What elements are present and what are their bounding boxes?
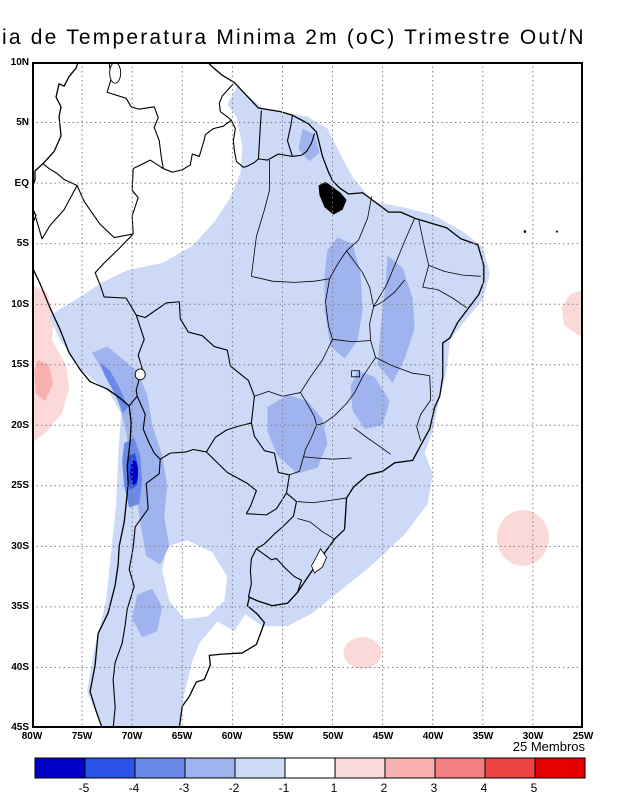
colorbar-tick-label: -5 [78,781,90,795]
coastline [32,62,484,728]
colorbar-tick-label: -2 [228,781,240,795]
colorbar-segment [434,757,486,779]
lat-tick-label: 15S [11,359,29,370]
lat-tick-label: 35S [11,601,29,612]
lat-tick-label: 10N [10,57,29,68]
colorbar-tick-label: -1 [278,781,290,795]
plot-frame [32,62,583,728]
shade-south-pink [343,637,382,669]
figure-title: ia de Temperatura Minima 2m (oC) Trimest… [2,26,586,49]
lake-maracaibo [110,63,121,84]
colorbar-segment [384,757,436,779]
lat-tick-label: 5S [16,238,29,249]
map-svg [32,62,583,728]
shade-atlantic-pink [496,510,549,566]
colorbar-segment [534,757,586,779]
colorbar-tick-label: 2 [380,781,388,795]
colorbar-segment [484,757,536,779]
colorbar-tick-label: -3 [178,781,190,795]
shade-medium-tocantins [324,237,363,359]
colorbar-tick-label: 3 [430,781,438,795]
island-dot-west [523,230,527,233]
geo-layer [32,62,583,728]
lon-tick-label: 70W [121,731,143,742]
lat-tick-label: 20S [11,420,29,431]
shade-medium-mendoza [132,588,163,638]
colorbar-segment [34,757,86,779]
state-borders [251,160,480,539]
colorbar-segment [334,757,386,779]
gridlines [32,62,583,728]
lon-tick-label: 40W [422,731,444,742]
lat-tick-label: 40S [11,662,29,673]
lagoa-dos-patos [312,549,327,573]
lon-tick-label: 35W [472,731,494,742]
island-dot-east [555,230,558,233]
shade-darkest-chile-spot [130,460,138,485]
lon-tick-label: 80W [21,731,43,742]
shade-medium-bahia [377,255,415,383]
lon-tick-label: 25W [572,731,594,742]
colorbar-segment [284,757,336,779]
lon-tick-label: 75W [71,731,93,742]
lon-tick-label: 45W [372,731,394,742]
lat-tick-label: 45S [11,722,29,733]
lake-titicaca [135,369,145,380]
lat-tick-label: 30S [11,541,29,552]
colorbar [34,757,586,779]
lat-tick-label: EQ [14,178,29,189]
lat-tick-label: 5N [16,117,29,128]
colorbar-segment [134,757,186,779]
shade-east-edge-pink [561,289,583,337]
shade-white-pampas [162,540,228,620]
colorbar-segment [84,757,136,779]
shade-pacific-pink-core [34,359,54,402]
colorbar-tick-label: 5 [530,781,538,795]
lat-tick-label: 10S [11,299,29,310]
colorbar-segment [184,757,236,779]
colorbar-segment [234,757,286,779]
lon-tick-label: 30W [522,731,544,742]
shade-dark-peru-sliver [100,362,129,414]
lon-tick-label: 65W [171,731,193,742]
shade-medium-minas [350,370,390,429]
colorbar-tick-label: 1 [330,781,338,795]
lon-tick-label: 50W [322,731,344,742]
members-label: 25 Membros [512,739,585,754]
colorbar-tick-label: -4 [128,781,140,795]
lon-tick-label: 60W [221,731,243,742]
lon-tick-label: 55W [272,731,294,742]
colorbar-tick-label: 4 [480,781,488,795]
lat-tick-label: 25S [11,480,29,491]
distrito-federal-square [352,371,360,377]
